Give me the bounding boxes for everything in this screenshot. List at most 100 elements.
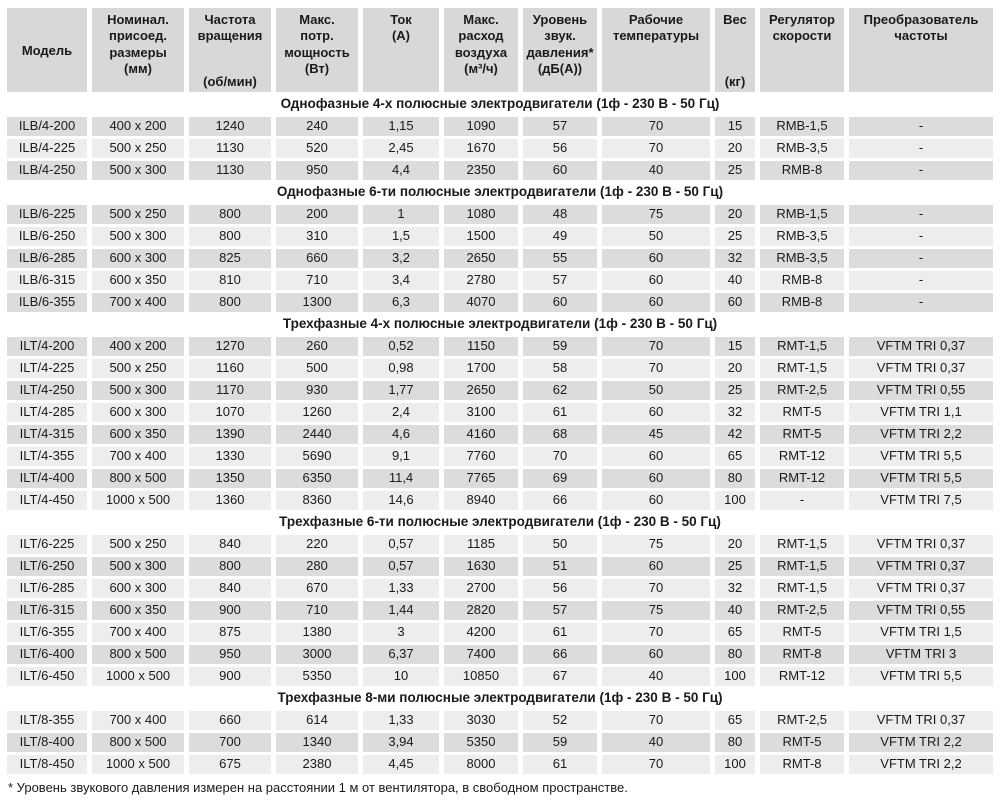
table-row: ILT/8-355 700 x 400 660 614 1,33 3030 52 70 65 RM…: [7, 711, 993, 730]
cell-dimensions: 600 x 350: [92, 425, 184, 444]
cell-model: ILT/4-315: [7, 425, 87, 444]
cell-dimensions: 800 x 500: [92, 469, 184, 488]
column-header-text: Макс. потр. мощность (Вт): [284, 12, 350, 76]
cell-dimensions: 500 x 250: [92, 205, 184, 224]
cell-rpm: 1170: [189, 381, 271, 400]
cell-sound: 55: [523, 249, 597, 268]
column-header-weight: Вес (кг): [715, 8, 755, 92]
cell-model: ILT/6-225: [7, 535, 87, 554]
cell-power: 710: [276, 601, 358, 620]
table-row: ILB/6-315 600 x 350 810 710 3,4 2780 57 60 40 RMB…: [7, 271, 993, 290]
cell-rpm: 950: [189, 645, 271, 664]
cell-power: 5690: [276, 447, 358, 466]
cell-weight: 25: [715, 557, 755, 576]
cell-converter: VFTM TRI 0,37: [849, 535, 993, 554]
table-row: ILB/6-355 700 x 400 800 1300 6,3 4070 60 60 60 RM…: [7, 293, 993, 312]
cell-current: 11,4: [363, 469, 439, 488]
cell-dimensions: 500 x 250: [92, 139, 184, 158]
cell-temperature: 50: [602, 381, 710, 400]
column-header-temperature: Рабочие температуры: [602, 8, 710, 92]
section-header-row: Трехфазные 6-ти полюсные электродвигател…: [7, 513, 993, 532]
table-row: ILT/6-355 700 x 400 875 1380 3 4200 61 70 65 RMT-…: [7, 623, 993, 642]
cell-power: 2440: [276, 425, 358, 444]
cell-model: ILT/4-285: [7, 403, 87, 422]
cell-model: ILT/6-450: [7, 667, 87, 686]
cell-rpm: 1130: [189, 161, 271, 180]
cell-dimensions: 600 x 350: [92, 271, 184, 290]
cell-rpm: 900: [189, 667, 271, 686]
cell-airflow: 10850: [444, 667, 518, 686]
cell-rpm: 1130: [189, 139, 271, 158]
cell-rpm: 825: [189, 249, 271, 268]
cell-airflow: 5350: [444, 733, 518, 752]
cell-sound: 52: [523, 711, 597, 730]
cell-temperature: 70: [602, 755, 710, 774]
cell-dimensions: 700 x 400: [92, 447, 184, 466]
cell-model: ILT/4-450: [7, 491, 87, 510]
cell-regulator: RMB-3,5: [760, 249, 844, 268]
cell-weight: 65: [715, 623, 755, 642]
cell-temperature: 45: [602, 425, 710, 444]
cell-rpm: 700: [189, 733, 271, 752]
cell-dimensions: 600 x 300: [92, 403, 184, 422]
cell-airflow: 4070: [444, 293, 518, 312]
cell-current: 0,57: [363, 535, 439, 554]
table-row: ILB/6-225 500 x 250 800 200 1 1080 48 75 20 RMB-1…: [7, 205, 993, 224]
cell-sound: 61: [523, 755, 597, 774]
cell-current: 3,4: [363, 271, 439, 290]
cell-converter: -: [849, 139, 993, 158]
cell-regulator: RMT-5: [760, 733, 844, 752]
cell-rpm: 1270: [189, 337, 271, 356]
table-row: ILT/4-225 500 x 250 1160 500 0,98 1700 58 70 20 R…: [7, 359, 993, 378]
cell-power: 670: [276, 579, 358, 598]
column-header-regulator: Регулятор скорости: [760, 8, 844, 92]
cell-power: 930: [276, 381, 358, 400]
cell-power: 240: [276, 117, 358, 136]
cell-converter: VFTM TRI 5,5: [849, 667, 993, 686]
table-row: ILT/4-315 600 x 350 1390 2440 4,6 4160 68 45 42 R…: [7, 425, 993, 444]
cell-airflow: 1500: [444, 227, 518, 246]
cell-rpm: 1350: [189, 469, 271, 488]
cell-temperature: 60: [602, 645, 710, 664]
cell-weight: 25: [715, 161, 755, 180]
column-header-airflow: Макс. расход воздуха (м³/ч): [444, 8, 518, 92]
cell-weight: 80: [715, 733, 755, 752]
cell-converter: VFTM TRI 1,1: [849, 403, 993, 422]
cell-temperature: 60: [602, 469, 710, 488]
cell-regulator: RMB-1,5: [760, 205, 844, 224]
cell-current: 1,44: [363, 601, 439, 620]
cell-current: 1,33: [363, 711, 439, 730]
column-header-text: Регулятор скорости: [769, 12, 835, 44]
cell-airflow: 8000: [444, 755, 518, 774]
cell-sound: 70: [523, 447, 597, 466]
cell-rpm: 810: [189, 271, 271, 290]
cell-model: ILT/8-355: [7, 711, 87, 730]
cell-converter: VFTM TRI 2,2: [849, 733, 993, 752]
cell-converter: VFTM TRI 3: [849, 645, 993, 664]
cell-weight: 40: [715, 271, 755, 290]
cell-sound: 56: [523, 579, 597, 598]
cell-model: ILT/8-450: [7, 755, 87, 774]
cell-sound: 61: [523, 623, 597, 642]
cell-regulator: RMT-12: [760, 469, 844, 488]
cell-sound: 59: [523, 733, 597, 752]
table-row: ILB/4-250 500 x 300 1130 950 4,4 2350 60 40 25 RM…: [7, 161, 993, 180]
cell-current: 0,52: [363, 337, 439, 356]
cell-model: ILT/4-250: [7, 381, 87, 400]
cell-power: 260: [276, 337, 358, 356]
cell-airflow: 4160: [444, 425, 518, 444]
table-row: ILT/8-450 1000 x 500 675 2380 4,45 8000 61 70 10…: [7, 755, 993, 774]
cell-weight: 32: [715, 579, 755, 598]
cell-regulator: RMT-12: [760, 447, 844, 466]
cell-current: 1,77: [363, 381, 439, 400]
cell-regulator: RMB-3,5: [760, 139, 844, 158]
cell-model: ILB/6-285: [7, 249, 87, 268]
cell-current: 1,33: [363, 579, 439, 598]
cell-airflow: 2820: [444, 601, 518, 620]
cell-converter: VFTM TRI 0,55: [849, 601, 993, 620]
cell-airflow: 1670: [444, 139, 518, 158]
column-header-text: Ток (А): [390, 12, 412, 44]
cell-temperature: 70: [602, 579, 710, 598]
section-title: Трехфазные 6-ти полюсные электродвигател…: [7, 513, 993, 532]
cell-current: 2,45: [363, 139, 439, 158]
